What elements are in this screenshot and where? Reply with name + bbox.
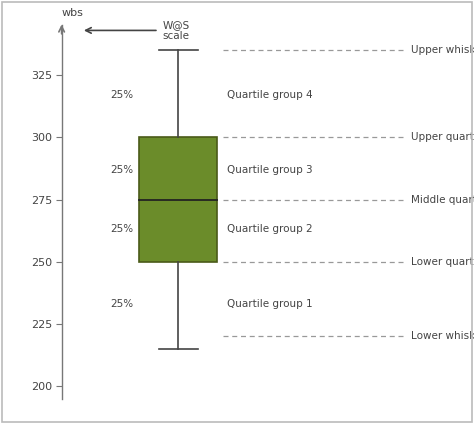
Text: 25%: 25% [110, 299, 134, 309]
Text: 25%: 25% [110, 165, 134, 175]
Text: Upper quartile: Upper quartile [411, 132, 474, 142]
Text: wbs: wbs [62, 8, 83, 18]
Bar [139, 137, 217, 262]
Text: W@S
scale: W@S scale [163, 20, 190, 41]
Text: 25%: 25% [110, 224, 134, 234]
Text: Middle quartile / median: Middle quartile / median [411, 195, 474, 204]
Text: Quartile group 3: Quartile group 3 [227, 165, 312, 175]
Text: Quartile group 2: Quartile group 2 [227, 224, 312, 234]
Text: Quartile group 1: Quartile group 1 [227, 299, 312, 309]
Text: Quartile group 4: Quartile group 4 [227, 90, 312, 100]
Text: Lower quartile: Lower quartile [411, 257, 474, 267]
Text: 25%: 25% [110, 90, 134, 100]
Text: Lower whisker: Lower whisker [411, 332, 474, 341]
Text: Upper whisker: Upper whisker [411, 45, 474, 55]
